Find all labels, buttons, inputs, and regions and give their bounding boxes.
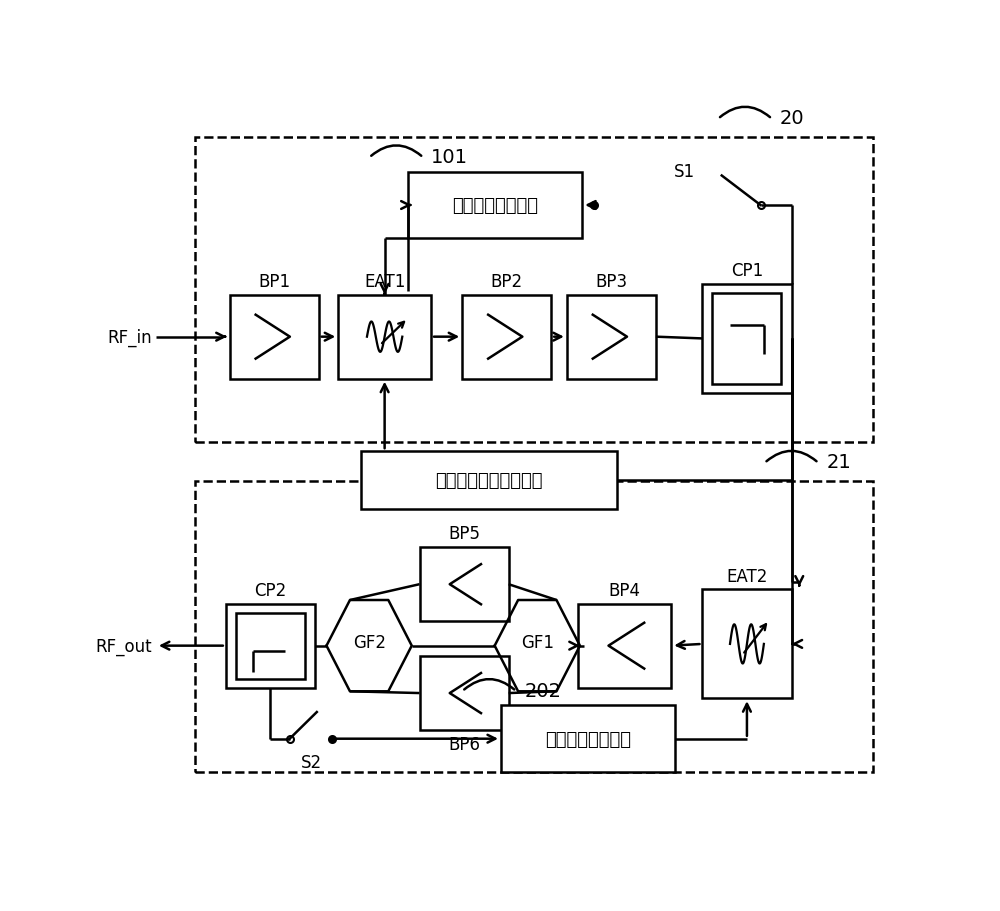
Text: 101: 101 — [431, 148, 468, 167]
Text: S1: S1 — [674, 163, 695, 181]
Bar — [408, 172, 582, 239]
Bar — [420, 548, 509, 621]
Text: 手机芯片同步监控装置: 手机芯片同步监控装置 — [436, 471, 543, 489]
Text: S2: S2 — [300, 752, 322, 771]
Text: BP2: BP2 — [491, 272, 523, 291]
Text: CP2: CP2 — [254, 581, 286, 599]
Text: BP3: BP3 — [595, 272, 627, 291]
Text: GF2: GF2 — [353, 633, 386, 651]
Text: 202: 202 — [524, 681, 561, 700]
Bar — [702, 284, 792, 394]
Bar — [338, 295, 431, 379]
Bar — [567, 295, 656, 379]
Text: RF_in: RF_in — [108, 328, 152, 346]
Bar — [712, 294, 781, 384]
Bar — [420, 657, 509, 730]
Text: 第一直流处理电路: 第一直流处理电路 — [452, 197, 538, 215]
Text: CP1: CP1 — [731, 261, 763, 280]
Bar — [501, 705, 675, 773]
Bar — [226, 604, 315, 688]
Bar — [462, 295, 551, 379]
Text: GF1: GF1 — [521, 633, 554, 651]
Text: RF_out: RF_out — [96, 637, 152, 655]
Text: 20: 20 — [780, 109, 804, 128]
Bar — [702, 589, 792, 699]
Text: 第二直流处理电路: 第二直流处理电路 — [545, 730, 631, 748]
Text: BP5: BP5 — [448, 525, 480, 543]
Text: EAT2: EAT2 — [726, 567, 768, 585]
Text: BP1: BP1 — [258, 272, 290, 291]
Bar — [195, 481, 873, 773]
Text: BP6: BP6 — [448, 735, 480, 753]
Bar — [236, 613, 305, 679]
Bar — [361, 452, 617, 509]
Bar — [195, 138, 873, 443]
Text: EAT1: EAT1 — [364, 272, 405, 291]
Bar — [578, 604, 671, 688]
Bar — [230, 295, 319, 379]
Text: 21: 21 — [826, 453, 851, 472]
Text: BP4: BP4 — [609, 581, 641, 599]
